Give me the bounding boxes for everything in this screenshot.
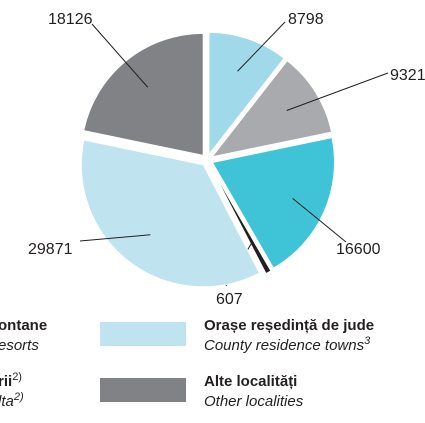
leader-line xyxy=(292,197,347,243)
data-label: 8798 xyxy=(288,11,324,28)
legend-note-text: esorts xyxy=(0,337,39,354)
pie-slice xyxy=(211,137,335,269)
legend-name: Alte localități xyxy=(204,373,297,390)
legend-label: rii2) xyxy=(0,371,22,390)
data-label: 18126 xyxy=(48,11,93,28)
pie-slice xyxy=(208,31,285,156)
legend-label: Alte localități xyxy=(204,373,297,390)
leader-line xyxy=(91,23,149,88)
data-label: 16600 xyxy=(336,241,381,258)
legend-note-sup: 3 xyxy=(364,335,371,347)
legend-swatch xyxy=(100,322,186,346)
legend-name: Orașe reședință de jude xyxy=(204,317,374,334)
legend-note: County residence towns3 xyxy=(204,335,371,354)
leader-line xyxy=(79,234,151,242)
legend-note-sup: 2) xyxy=(13,391,24,403)
data-label: 9321 xyxy=(390,67,425,84)
legend-name: ontane xyxy=(0,317,47,334)
pie-slice xyxy=(210,60,333,158)
legend-note: lta2) xyxy=(0,391,24,410)
leader-line xyxy=(237,21,286,72)
legend-label: ontane xyxy=(0,317,47,334)
legend-label: Orașe reședință de jude xyxy=(204,317,374,334)
legend-note-text: lta xyxy=(0,393,14,410)
legend-note-text: Other localities xyxy=(204,393,304,410)
legend-note: Other localities xyxy=(204,393,304,410)
data-label: 29871 xyxy=(28,241,73,258)
data-label: 607 xyxy=(216,291,243,308)
legend-sup: 2) xyxy=(12,371,22,383)
legend-name: rii xyxy=(0,373,12,390)
pie-slice xyxy=(83,32,204,156)
legend-note: esorts xyxy=(0,337,39,354)
legend-swatch xyxy=(100,378,186,402)
leader-line xyxy=(286,72,389,111)
pie-slice xyxy=(80,139,261,288)
legend-note-text: County residence towns xyxy=(204,337,365,354)
pie-slice xyxy=(209,165,272,275)
